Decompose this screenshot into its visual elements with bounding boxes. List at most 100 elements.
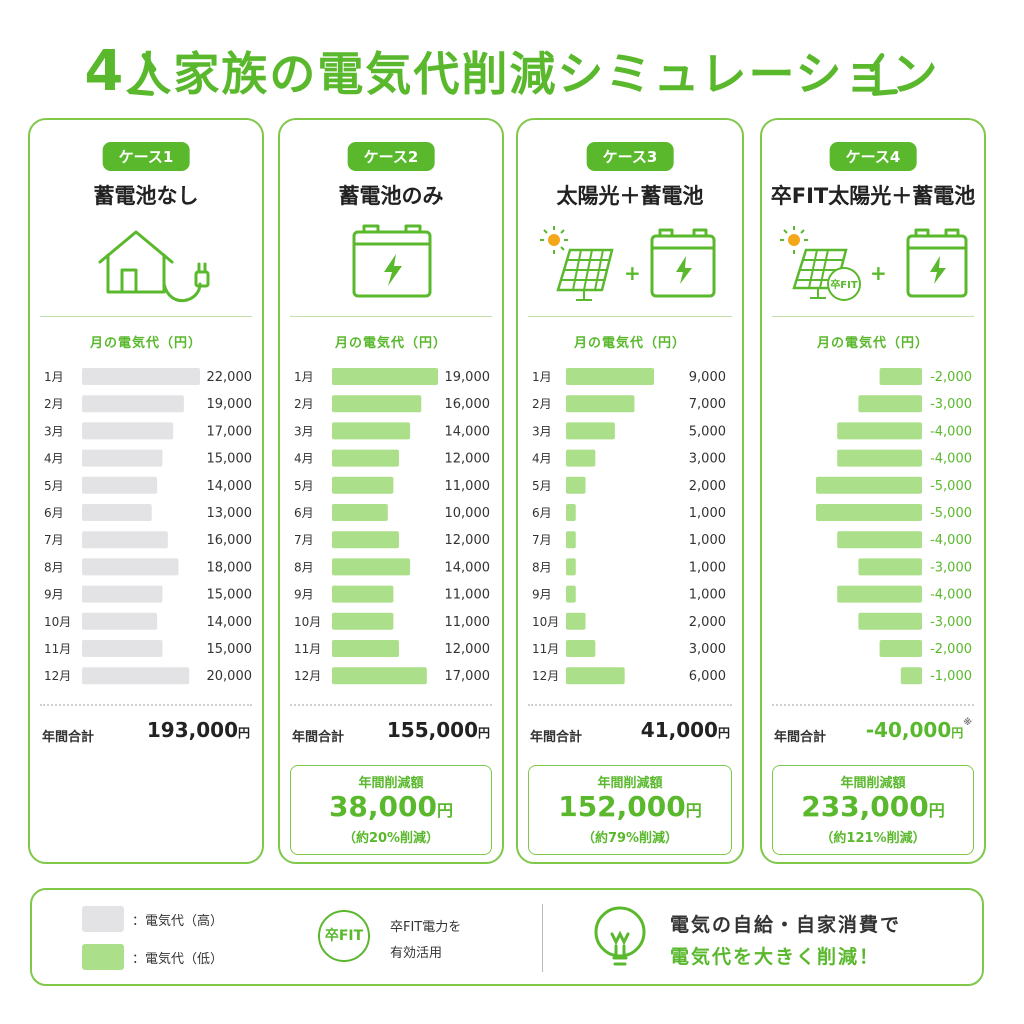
case-icon-area [30,220,262,312]
savings-label: 年間削減額 [840,776,906,791]
bar-chart: 1月 22,000 2月 19,000 3月 17,000 4月 15,000 5月 14,000… [44,368,253,685]
chart-title: 月の電気代（円） [816,336,929,351]
month-label: 1月 [44,370,64,384]
value-label: -3,000 [930,397,972,412]
bar-2 [82,395,184,413]
month-label: 8月 [294,560,314,574]
total-label: 年間合計 [292,730,345,745]
bar-7 [82,531,168,549]
bar-7 [566,531,576,549]
value-label: 15,000 [207,588,253,603]
month-label: 3月 [44,424,64,438]
bar-9 [332,585,394,603]
month-label: 3月 [294,424,314,438]
savings-value: 38,000円 [291,791,491,827]
bar-chart: 1月 19,000 2月 16,000 3月 14,000 4月 12,000 5月 11,000… [294,368,491,685]
bar-4 [566,449,596,467]
bar-9 [837,585,922,603]
value-label: -2,000 [930,370,972,385]
value-label: 16,000 [207,533,253,548]
value-label: 19,000 [445,370,491,385]
bar-10 [566,612,586,630]
lightbulb-icon [594,906,646,966]
value-label: -1,000 [930,669,972,684]
dotted-divider [772,704,974,706]
value-label: 6,000 [689,669,726,684]
value-label: 22,000 [207,370,253,385]
value-label: 15,000 [207,452,253,467]
bar-1 [879,368,922,385]
footnote-mark: ※ [963,718,972,728]
plus-sign: + [624,261,641,285]
bar-10 [858,612,922,630]
value-label: 1,000 [689,560,726,575]
savings-amount: 152,000 [558,790,686,823]
title-text: 人家族の電気代削減シミュレーション [125,47,940,101]
bar-4 [82,449,163,467]
total-label: 年間合計 [530,730,583,745]
savings-box: 年間削減額 233,000円 （約121%削減） [772,765,974,855]
case-badge: ケース4 [829,142,917,171]
bar-11 [566,640,596,657]
house-plug-icon [98,230,210,303]
savings-box: 年間削減額 38,000円 （約20%削減） [290,765,492,855]
bar-3 [82,422,174,440]
legend-message-1: 電気の自給・自家消費で [670,914,902,936]
savings-percent: （約20%削減） [342,831,440,846]
separator [772,316,974,317]
value-label: 1,000 [689,533,726,548]
bar-10 [332,612,394,630]
value-label: -5,000 [930,506,972,521]
total-unit: 円 [717,726,730,740]
value-label: 11,000 [445,479,491,494]
legend-divider [542,904,543,972]
savings-unit: 円 [685,801,702,820]
case-title: 卒FIT太陽光＋蓄電池 [770,184,976,208]
fit-badge: 卒FIT [830,278,858,291]
bar-12 [566,667,625,685]
bar-10 [82,612,158,630]
value-label: 11,000 [445,615,491,630]
value-label: 2,000 [689,479,726,494]
bar-2 [858,395,922,413]
month-label: 10月 [44,615,71,629]
bar-3 [566,422,615,440]
value-label: 12,000 [445,533,491,548]
month-label: 6月 [44,506,64,520]
bar-9 [82,585,163,603]
month-label: 11月 [44,642,71,656]
bar-chart: -2,000 -3,000 -4,000 -4,000 -5,000 -5,000 -4,0… [816,368,972,685]
value-label: 3,000 [689,642,726,657]
month-label: 2月 [44,397,64,411]
case-card-4: ケース4 卒FIT太陽光＋蓄電池 卒FIT + [760,118,986,864]
value-label: 18,000 [207,560,253,575]
total-amount: 193,000 [146,718,238,742]
value-label: 15,000 [207,642,253,657]
month-label: 10月 [532,615,559,629]
month-label: 7月 [44,533,64,547]
value-label: 14,000 [207,615,253,630]
legend-swatch-low [82,944,124,970]
bar-12 [82,667,190,685]
bar-5 [816,476,922,494]
value-label: -4,000 [930,452,972,467]
bar-12 [332,667,427,685]
month-label: 4月 [294,452,314,466]
bar-1 [82,368,200,385]
bar-11 [332,640,399,657]
bar-5 [566,476,586,494]
case-badge: ケース2 [347,142,435,171]
value-label: 20,000 [207,669,253,684]
legend-high-label: ：電気代（高） [132,914,224,929]
month-label: 1月 [294,370,314,384]
month-label: 5月 [44,479,64,493]
total-label: 年間合計 [42,730,95,745]
month-label: 8月 [44,560,64,574]
savings-percent: （約121%削減） [820,831,926,846]
bar-2 [332,395,422,413]
title-area: 4人家族の電気代削減シミュレーション [0,30,1024,110]
month-label: 6月 [532,506,552,520]
bar-12 [900,667,922,685]
month-label: 2月 [294,397,314,411]
bar-8 [332,558,411,576]
